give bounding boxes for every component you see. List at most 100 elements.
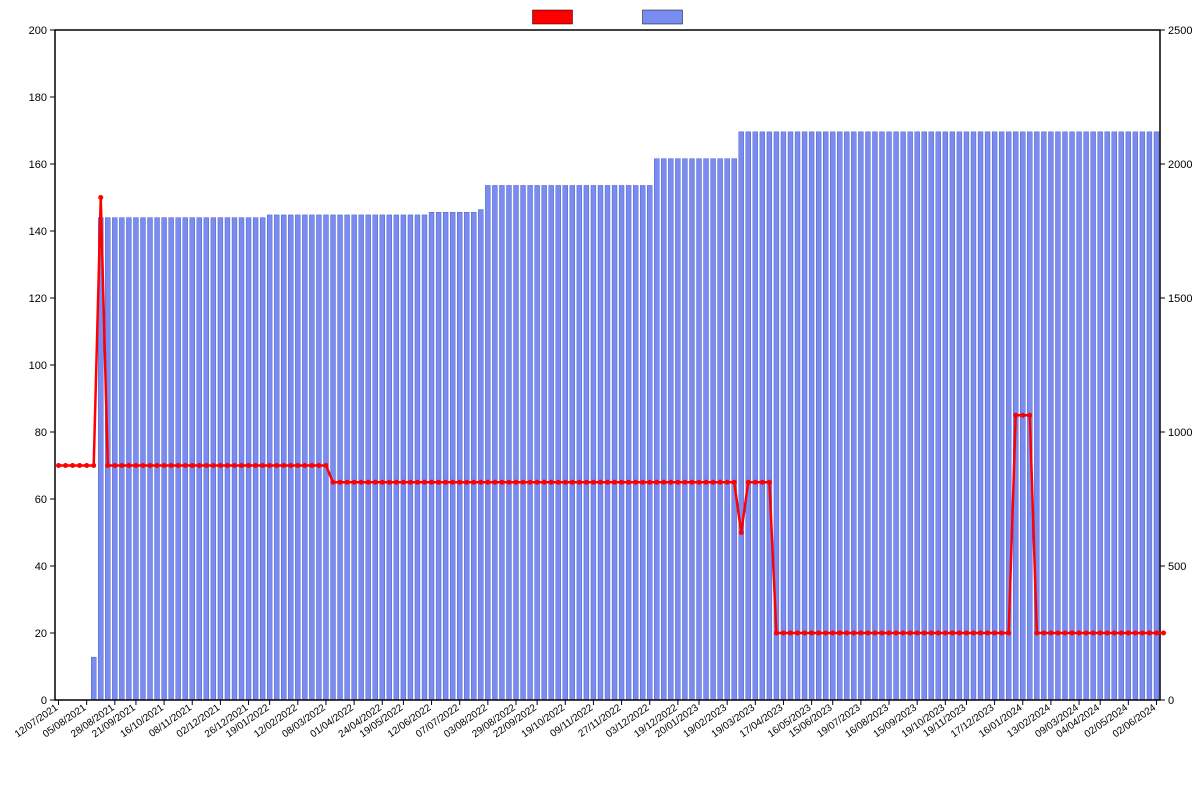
- line-marker: [950, 631, 955, 636]
- line-marker: [647, 480, 652, 485]
- bar: [725, 159, 730, 700]
- line-marker: [521, 480, 526, 485]
- line-marker: [176, 463, 181, 468]
- bar: [155, 218, 160, 700]
- bar: [176, 218, 181, 700]
- line-marker: [879, 631, 884, 636]
- line-marker: [457, 480, 462, 485]
- bar: [281, 215, 286, 700]
- bar: [922, 132, 927, 700]
- y-left-label: 160: [29, 159, 47, 171]
- y-left-label: 180: [29, 92, 47, 104]
- bar: [795, 132, 800, 700]
- line-marker: [450, 480, 455, 485]
- line-marker: [1055, 631, 1060, 636]
- bar: [654, 159, 659, 700]
- line-marker: [84, 463, 89, 468]
- bar: [837, 132, 842, 700]
- line-marker: [1161, 631, 1166, 636]
- line-marker: [809, 631, 814, 636]
- line-marker: [1091, 631, 1096, 636]
- bar: [781, 132, 786, 700]
- line-marker: [1048, 631, 1053, 636]
- line-marker: [394, 480, 399, 485]
- bar: [126, 218, 131, 700]
- line-marker: [267, 463, 272, 468]
- bar: [295, 215, 300, 700]
- line-marker: [957, 631, 962, 636]
- bar: [739, 132, 744, 700]
- line-marker: [316, 463, 321, 468]
- bar: [464, 212, 469, 700]
- bar: [598, 185, 603, 700]
- bar: [872, 132, 877, 700]
- bar: [718, 159, 723, 700]
- line-marker: [302, 463, 307, 468]
- bar: [535, 185, 540, 700]
- bar: [253, 218, 258, 700]
- bar: [929, 132, 934, 700]
- bar: [450, 212, 455, 700]
- y-left-label: 0: [41, 695, 47, 707]
- line-marker: [767, 480, 772, 485]
- y-right-label: 2000: [1168, 159, 1192, 171]
- line-marker: [1098, 631, 1103, 636]
- line-marker: [288, 463, 293, 468]
- line-marker: [422, 480, 427, 485]
- line-marker: [1154, 631, 1159, 636]
- line-marker: [1133, 631, 1138, 636]
- bar: [316, 215, 321, 700]
- line-marker: [992, 631, 997, 636]
- line-marker: [943, 631, 948, 636]
- bar: [1105, 132, 1110, 700]
- line-marker: [331, 480, 336, 485]
- bar: [471, 212, 476, 700]
- y-right-label: 500: [1168, 561, 1186, 573]
- y-left-label: 200: [29, 25, 47, 37]
- bar: [753, 132, 758, 700]
- line-marker: [675, 480, 680, 485]
- line-marker: [612, 480, 617, 485]
- line-marker: [246, 463, 251, 468]
- bar: [563, 185, 568, 700]
- line-marker: [704, 480, 709, 485]
- line-marker: [225, 463, 230, 468]
- line-marker: [626, 480, 631, 485]
- line-marker: [718, 480, 723, 485]
- bar: [345, 215, 350, 700]
- bar: [1070, 132, 1075, 700]
- line-marker: [619, 480, 624, 485]
- bar: [183, 218, 188, 700]
- bar: [204, 218, 209, 700]
- bar: [978, 132, 983, 700]
- bar: [507, 185, 512, 700]
- line-marker: [802, 631, 807, 636]
- bar: [802, 132, 807, 700]
- line-marker: [253, 463, 258, 468]
- line-marker: [894, 631, 899, 636]
- bar: [823, 132, 828, 700]
- line-marker: [985, 631, 990, 636]
- line-marker: [232, 463, 237, 468]
- bar: [985, 132, 990, 700]
- line-marker: [901, 631, 906, 636]
- bar: [1041, 132, 1046, 700]
- line-marker: [274, 463, 279, 468]
- bar: [169, 218, 174, 700]
- bar: [485, 185, 490, 700]
- line-marker: [816, 631, 821, 636]
- line-marker: [63, 463, 68, 468]
- line-marker: [1034, 631, 1039, 636]
- line-marker: [978, 631, 983, 636]
- bar: [711, 159, 716, 700]
- bar: [971, 132, 976, 700]
- line-marker: [140, 463, 145, 468]
- bar: [422, 215, 427, 700]
- line-marker: [563, 480, 568, 485]
- bar: [133, 218, 138, 700]
- y-right-label: 0: [1168, 695, 1174, 707]
- bar: [1084, 132, 1089, 700]
- line-marker: [1147, 631, 1152, 636]
- line-marker: [1126, 631, 1131, 636]
- line-marker: [499, 480, 504, 485]
